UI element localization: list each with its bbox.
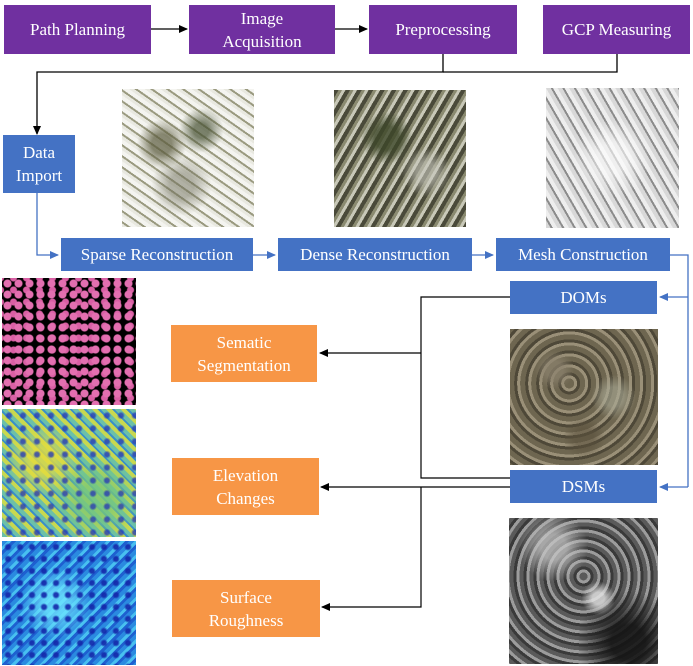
line-gcp-to-import [443,54,618,73]
segmentation-map-image [2,278,136,405]
preprocessing-box: Preprocessing [369,5,517,54]
roughness-map-image [2,541,136,665]
elevation-changes-box: Elevation Changes [172,458,319,515]
image-acquisition-label: Image Acquisition [222,8,302,51]
gcp-measuring-box: GCP Measuring [543,5,690,54]
line-mesh-right [670,254,689,487]
surface-roughness-label: Surface Roughness [208,587,284,630]
sparse-point-cloud-image [122,89,254,227]
dense-reconstruction-label: Dense Reconstruction [300,245,450,264]
dsms-label: DSMs [561,477,606,496]
arrow-dsms-to-roughness [321,487,422,611]
doms-box: DOMs [510,281,657,314]
image-acquisition-box: Image Acquisition [189,5,335,54]
data-import-label: Data Import [15,143,63,185]
data-import-box: Data Import [3,135,75,193]
mesh-model-image [546,88,679,228]
mesh-construction-label: Mesh Construction [518,245,648,264]
arrow-preprocessing-to-import [33,54,444,135]
elevation-changes-label: Elevation Changes [212,465,279,508]
gcp-measuring-label: GCP Measuring [561,20,672,39]
sparse-reconstruction-box: Sparse Reconstruction [61,238,253,271]
line-doms-to-dsms [420,296,510,479]
doms-label: DOMs [560,288,607,307]
dense-reconstruction-box: Dense Reconstruction [278,238,472,271]
arrow-import-to-sparse [36,193,59,259]
path-planning-label: Path Planning [30,20,125,39]
dense-point-cloud-image [334,90,466,227]
surface-model-image [509,518,658,664]
semantic-segmentation-label: Sematic Segmentation [197,332,291,375]
elevation-change-map-image [2,409,136,537]
preprocessing-label: Preprocessing [395,20,491,39]
semantic-segmentation-box: Sematic Segmentation [171,325,317,382]
path-planning-box: Path Planning [4,5,151,54]
orthomosaic-image [510,329,658,465]
dsms-box: DSMs [510,470,657,503]
mesh-construction-box: Mesh Construction [496,238,670,271]
sparse-reconstruction-label: Sparse Reconstruction [80,245,234,264]
surface-roughness-box: Surface Roughness [172,580,320,637]
